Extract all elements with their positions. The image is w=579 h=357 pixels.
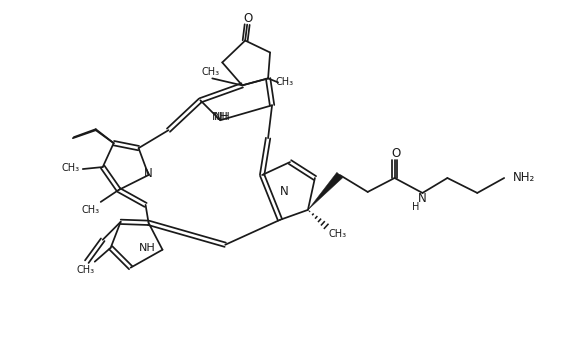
Text: CH₃: CH₃ [62, 163, 80, 173]
Text: CH₃: CH₃ [201, 67, 219, 77]
Text: CH₃: CH₃ [276, 77, 294, 87]
Text: H: H [412, 202, 419, 212]
Text: N: N [280, 185, 288, 198]
Text: CH₃: CH₃ [77, 265, 95, 275]
Text: O: O [391, 147, 400, 160]
Text: N: N [144, 166, 153, 180]
Text: CH₃: CH₃ [329, 229, 347, 239]
Polygon shape [308, 172, 343, 210]
Text: NH: NH [212, 112, 229, 122]
Text: O: O [244, 12, 253, 25]
Text: CH₃: CH₃ [82, 205, 100, 215]
Text: N: N [418, 192, 427, 205]
Text: NH: NH [139, 243, 156, 253]
Text: NH: NH [214, 112, 230, 122]
Text: NH₂: NH₂ [513, 171, 535, 183]
